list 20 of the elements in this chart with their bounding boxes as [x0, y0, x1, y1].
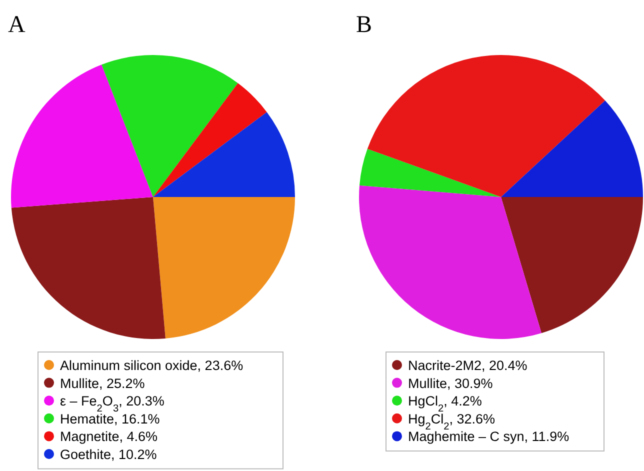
pie-slice — [153, 112, 295, 197]
pie-slice — [501, 100, 643, 197]
legend-label: Maghemite – C syn, 11.9% — [408, 429, 570, 444]
legend-label: Mullite, 30.9% — [408, 376, 493, 391]
pie-slice — [153, 83, 267, 197]
pie-slice — [11, 64, 153, 208]
pie-slice — [153, 197, 295, 338]
legend-label: Goethite, 10.2% — [60, 447, 157, 462]
chart-title: B — [356, 12, 372, 38]
pie-slice — [102, 55, 238, 197]
pie-slice — [11, 197, 166, 339]
legend-label: Magnetite, 4.6% — [60, 429, 158, 444]
pie-slice — [367, 55, 606, 197]
legend-label: Mullite, 25.2% — [60, 376, 145, 391]
legend-label: Nacrite-2M2, 20.4% — [408, 358, 528, 373]
pie-slice — [359, 185, 542, 339]
legend-label: Aluminum silicon oxide, 23.6% — [60, 358, 244, 373]
chart-title: A — [8, 12, 26, 38]
pie-slice — [359, 148, 501, 197]
pie-slice — [501, 197, 643, 334]
